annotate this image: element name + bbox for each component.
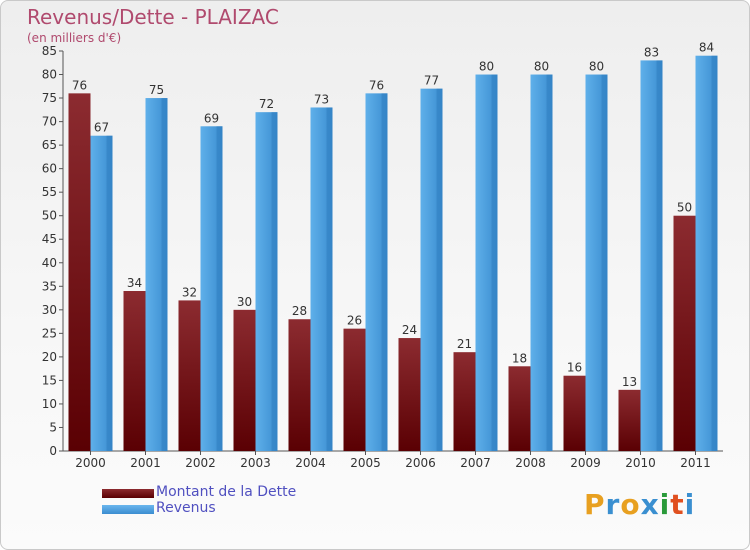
data-label-dette-2010: 13 (622, 375, 637, 389)
bar-revenus-shade-2000 (106, 135, 113, 452)
logo-letter: P (584, 488, 606, 521)
axes: 0 5 10 15 20 25 30 35 40 45 50 55 60 65 70 75 80 85 2000 20… (42, 44, 723, 470)
y-tick-label: 80 (42, 68, 57, 82)
chart-subtitle: (en milliers d'€) (27, 31, 122, 45)
bar-dette-2011 (673, 215, 696, 451)
bar-dette-2002 (178, 300, 201, 451)
y-tick-label: 70 (42, 115, 57, 129)
x-tick-label: 2005 (350, 456, 381, 470)
legend-swatch-revenus (102, 505, 154, 514)
bar-dette-2010 (618, 389, 641, 451)
data-label-revenus-2001: 75 (149, 83, 164, 97)
y-tick-label: 5 (49, 420, 57, 434)
bar-dette-2001 (123, 291, 146, 451)
data-label-dette-2006: 24 (402, 323, 417, 337)
bar-revenus-shade-2002 (216, 126, 223, 451)
data-label-dette-2009: 16 (567, 361, 582, 375)
y-tick-label: 10 (42, 397, 57, 411)
x-tick-label: 2004 (295, 456, 326, 470)
legend-swatch-dette (102, 489, 154, 498)
data-label-revenus-2003: 72 (259, 97, 274, 111)
y-tick-label: 60 (42, 162, 57, 176)
data-label-dette-2003: 30 (237, 295, 252, 309)
y-tick-label: 55 (42, 185, 57, 199)
data-labels: 76 67 34 75 32 69 30 72 28 73 26 76 24 77 21 80 18 80 16 80… (72, 41, 714, 389)
x-tick-label: 2009 (570, 456, 601, 470)
x-tick-label: 2006 (405, 456, 436, 470)
data-label-revenus-2000: 67 (94, 121, 109, 135)
x-tick-label: 2011 (680, 456, 711, 470)
bars (68, 55, 718, 452)
y-tick-label: 85 (42, 44, 57, 58)
bar-revenus-shade-2009 (601, 74, 608, 451)
data-label-revenus-2005: 76 (369, 78, 384, 92)
data-label-revenus-2009: 80 (589, 60, 604, 74)
y-tick-label: 20 (42, 350, 57, 364)
y-tick-label: 30 (42, 303, 57, 317)
bar-revenus-shade-2003 (271, 112, 278, 452)
bar-dette-2007 (453, 352, 476, 451)
data-label-dette-2007: 21 (457, 337, 472, 351)
data-label-revenus-2008: 80 (534, 60, 549, 74)
x-tick-label: 2001 (130, 456, 161, 470)
x-tick-label: 2000 (75, 456, 106, 470)
data-label-dette-2008: 18 (512, 351, 527, 365)
x-tick-label: 2007 (460, 456, 491, 470)
y-tick-label: 75 (42, 91, 57, 105)
data-label-revenus-2006: 77 (424, 74, 439, 88)
y-tick-label: 35 (42, 279, 57, 293)
bar-dette-2000 (68, 93, 91, 452)
x-tick-label: 2010 (625, 456, 656, 470)
x-tick-label: 2003 (240, 456, 271, 470)
bar-revenus-shade-2005 (381, 93, 388, 452)
y-tick-label: 15 (42, 373, 57, 387)
data-label-revenus-2002: 69 (204, 111, 219, 125)
logo-letter: t (670, 488, 685, 521)
y-tick-label: 25 (42, 326, 57, 340)
bar-dette-2008 (508, 366, 531, 451)
data-label-revenus-2011: 84 (699, 41, 714, 55)
y-tick-label: 50 (42, 209, 57, 223)
x-tick-label: 2008 (515, 456, 546, 470)
data-label-dette-2001: 34 (127, 276, 142, 290)
legend-label-dette: Montant de la Dette (156, 484, 297, 500)
bar-revenus-shade-2010 (656, 60, 663, 451)
data-label-dette-2011: 50 (677, 201, 692, 215)
logo-letter: i (684, 488, 696, 521)
x-tick-label: 2002 (185, 456, 216, 470)
bar-revenus-shade-2006 (436, 88, 443, 451)
bar-revenus-shade-2004 (326, 107, 333, 452)
y-tick-label: 65 (42, 138, 57, 152)
bar-dette-2003 (233, 309, 256, 451)
bar-revenus-shade-2011 (711, 55, 718, 452)
logo-letter: x (640, 488, 660, 521)
logo-letter: i (659, 488, 671, 521)
bar-revenus-shade-2008 (546, 74, 553, 451)
y-tick-label: 40 (42, 256, 57, 270)
data-label-dette-2002: 32 (182, 285, 197, 299)
logo-letter: o (620, 488, 641, 521)
chart-title: Revenus/Dette - PLAIZAC (27, 5, 279, 29)
bar-dette-2005 (343, 328, 366, 451)
proxiti-logo: Proxiti (584, 488, 695, 521)
bar-dette-2009 (563, 375, 586, 451)
y-tick-label: 0 (49, 444, 57, 458)
data-label-dette-2005: 26 (347, 314, 362, 328)
legend-label-revenus: Revenus (156, 500, 216, 516)
bar-revenus-shade-2007 (491, 74, 498, 451)
bar-dette-2006 (398, 338, 421, 451)
data-label-revenus-2010: 83 (644, 45, 659, 59)
data-label-revenus-2007: 80 (479, 60, 494, 74)
bar-revenus-shade-2001 (161, 98, 168, 451)
logo-letter: r (605, 488, 621, 521)
y-tick-label: 45 (42, 232, 57, 246)
bar-dette-2004 (288, 319, 311, 451)
data-label-revenus-2004: 73 (314, 92, 329, 106)
data-label-dette-2000: 76 (72, 78, 87, 92)
data-label-dette-2004: 28 (292, 304, 307, 318)
